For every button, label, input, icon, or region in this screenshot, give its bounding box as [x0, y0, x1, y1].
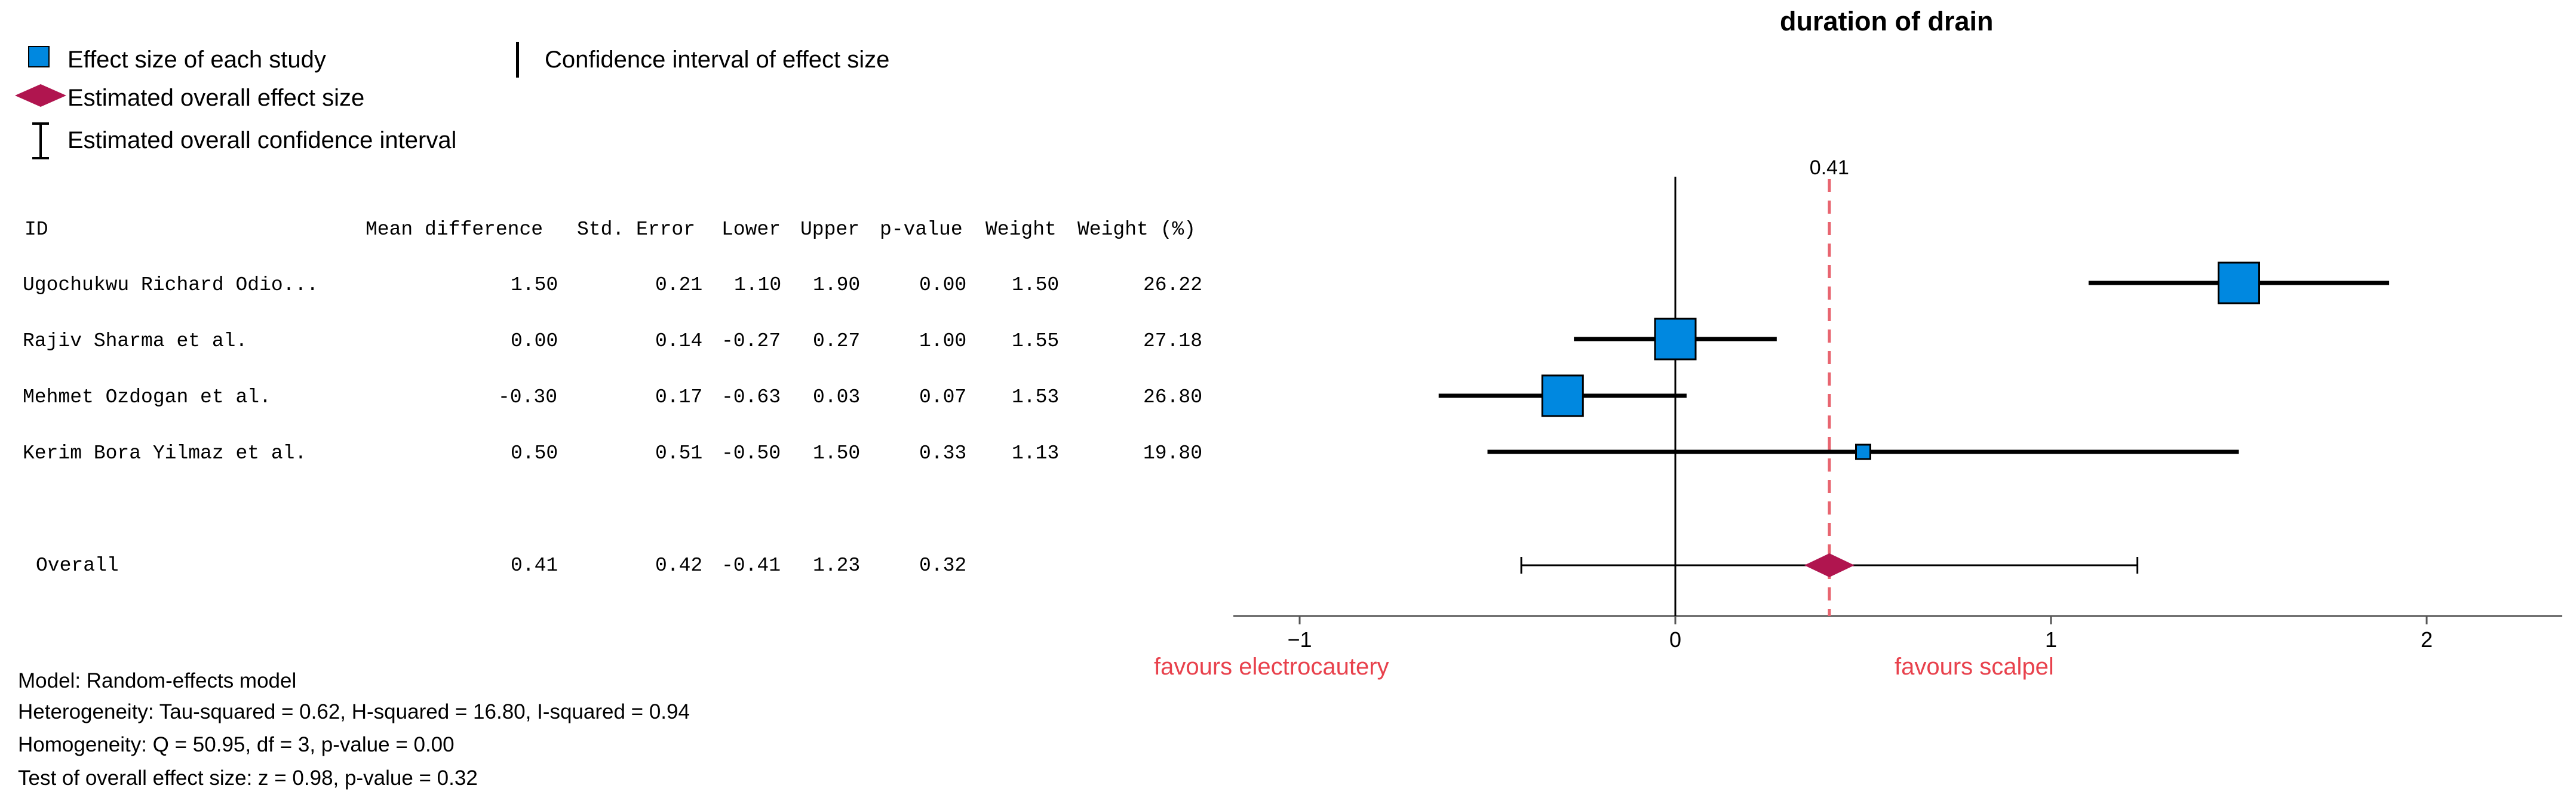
x-tick-label: 1	[2045, 627, 2057, 652]
chart-title: duration of drain	[1780, 6, 1994, 36]
legend-overall-ci-label: Estimated overall confidence interval	[67, 127, 457, 153]
study-effect-square	[1855, 444, 1871, 460]
heterogeneity-text: Heterogeneity: Tau-squared = 0.62, H-squ…	[18, 700, 690, 723]
overall-effect-diamond	[1804, 553, 1855, 577]
homogeneity-text: Homogeneity: Q = 50.95, df = 3, p-value …	[18, 733, 455, 756]
row-mean-difference: -0.30	[498, 386, 558, 408]
row-lower: -0.27	[721, 330, 781, 352]
row-weight: 1.50	[1012, 274, 1060, 296]
study-effect-square	[1654, 318, 1697, 361]
header-lower: Lower	[721, 218, 781, 241]
row-id: Rajiv Sharma et al.	[23, 330, 248, 352]
reference-line-label: 0.41	[1810, 156, 1849, 179]
header-weight-pct: Weight (%)	[1077, 218, 1196, 241]
legend-square-icon	[28, 46, 50, 67]
row-lower: -0.50	[721, 442, 781, 464]
overall-id: Overall	[36, 555, 119, 577]
x-tick-label: 0	[1669, 627, 1681, 652]
row-std-error: 0.51	[655, 442, 703, 464]
header-p-value: p-value	[880, 218, 963, 241]
overall-test-text: Test of overall effect size: z = 0.98, p…	[18, 766, 478, 790]
legend-overall-label: Estimated overall effect size	[67, 85, 365, 111]
row-upper: 1.90	[813, 274, 861, 296]
study-effect-square	[2218, 261, 2260, 304]
overall-lower: -0.41	[721, 555, 781, 577]
overall-upper: 1.23	[813, 555, 861, 577]
model-text: Model: Random-effects model	[18, 669, 297, 692]
row-upper: 0.03	[813, 386, 861, 408]
row-id: Ugochukwu Richard Odio...	[23, 274, 319, 296]
legend-study-label: Effect size of each study	[67, 47, 326, 73]
row-std-error: 0.14	[655, 330, 703, 352]
row-std-error: 0.17	[655, 386, 703, 408]
header-upper: Upper	[800, 218, 860, 241]
row-p-value: 0.00	[919, 274, 967, 296]
row-weight-pct: 26.80	[1143, 386, 1203, 408]
row-id: Kerim Bora Yilmaz et al.	[23, 442, 307, 464]
legend-ci-label: Confidence interval of effect size	[545, 47, 890, 73]
legend-overall-ci-icon	[32, 122, 49, 159]
legend-diamond-icon	[15, 84, 66, 107]
header-weight: Weight	[985, 218, 1057, 241]
row-lower: -0.63	[721, 386, 781, 408]
overall-std-error: 0.42	[655, 555, 703, 577]
favours-right-label: favours scalpel	[1895, 654, 2054, 680]
row-weight-pct: 26.22	[1143, 274, 1203, 296]
row-weight: 1.55	[1012, 330, 1060, 352]
row-mean-difference: 0.50	[511, 442, 558, 464]
overall-p-value: 0.32	[919, 555, 967, 577]
study-effect-square	[1541, 374, 1584, 417]
row-p-value: 0.33	[919, 442, 967, 464]
header-mean-difference: Mean difference	[366, 218, 544, 241]
row-weight-pct: 19.80	[1143, 442, 1203, 464]
row-weight: 1.53	[1012, 386, 1060, 408]
x-tick-label: −1	[1287, 627, 1312, 652]
row-p-value: 0.07	[919, 386, 967, 408]
row-id: Mehmet Ozdogan et al.	[23, 386, 271, 408]
row-upper: 0.27	[813, 330, 861, 352]
header-id: ID	[24, 218, 48, 241]
favours-left-label: favours electrocautery	[1154, 654, 1389, 680]
row-weight: 1.13	[1012, 442, 1060, 464]
legend-ci-line-icon	[516, 42, 519, 78]
row-p-value: 1.00	[919, 330, 967, 352]
row-lower: 1.10	[734, 274, 782, 296]
row-weight-pct: 27.18	[1143, 330, 1203, 352]
x-tick-label: 2	[2421, 627, 2433, 652]
row-std-error: 0.21	[655, 274, 703, 296]
overall-mean-difference: 0.41	[511, 555, 558, 577]
header-std-error: Std. Error	[577, 218, 696, 241]
row-mean-difference: 1.50	[511, 274, 558, 296]
row-mean-difference: 0.00	[511, 330, 558, 352]
row-upper: 1.50	[813, 442, 861, 464]
